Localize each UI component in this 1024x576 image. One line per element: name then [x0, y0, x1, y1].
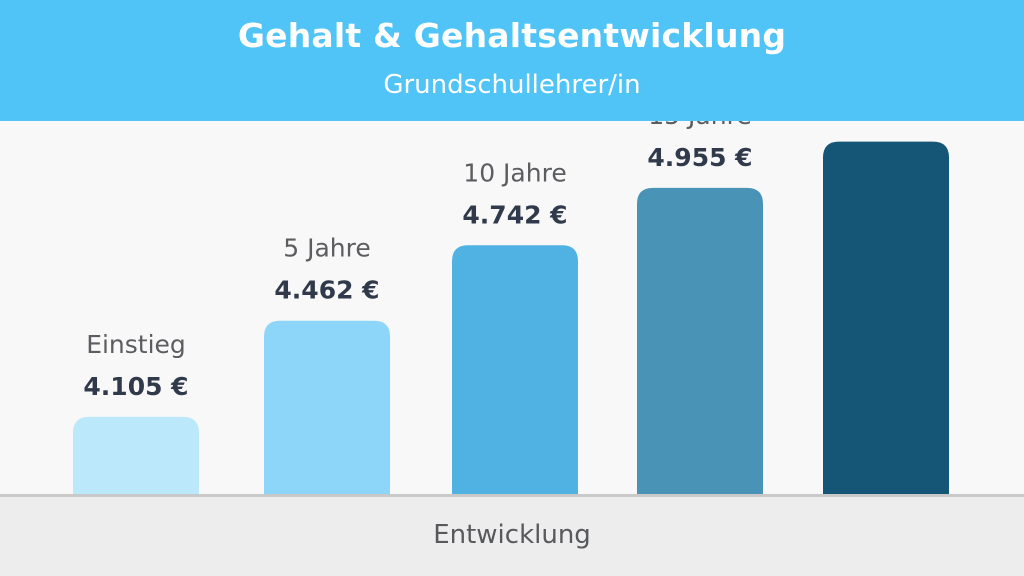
bar: [823, 141, 949, 494]
bar-value-label: 4.105 €: [83, 372, 188, 401]
bar: [264, 320, 390, 494]
bar-category-label: 15 Jahre: [648, 121, 751, 130]
x-axis-band: Entwicklung: [0, 494, 1024, 576]
bar: [452, 245, 578, 494]
x-axis-label: Entwicklung: [433, 520, 591, 550]
x-axis-line: [0, 494, 1024, 497]
bar-value-label: 4.742 €: [462, 200, 567, 229]
bar-category-label: Einstieg: [86, 330, 186, 359]
bar-value-label: 5.127 €: [833, 121, 938, 126]
bar: [73, 416, 199, 494]
bar-category-label: 5 Jahre: [283, 234, 371, 263]
bar-category-label: 10 Jahre: [463, 158, 566, 187]
chart-title: Gehalt & Gehaltsentwicklung: [237, 16, 787, 55]
chart-subtitle: Grundschullehrer/in: [383, 70, 641, 100]
bar-value-label: 4.462 €: [274, 276, 379, 305]
bar-value-label: 4.955 €: [647, 143, 752, 172]
bar-chart: 4.105 € Einstieg 4.462 € 5 Jahre 4.742 € 10 J…: [73, 121, 949, 494]
plot-area: 4.105 € Einstieg 4.462 € 5 Jahre 4.742 € 10 J…: [0, 121, 1024, 494]
bar: [637, 187, 763, 494]
chart-header: Gehalt & Gehaltsentwicklung Grundschulle…: [0, 0, 1024, 121]
